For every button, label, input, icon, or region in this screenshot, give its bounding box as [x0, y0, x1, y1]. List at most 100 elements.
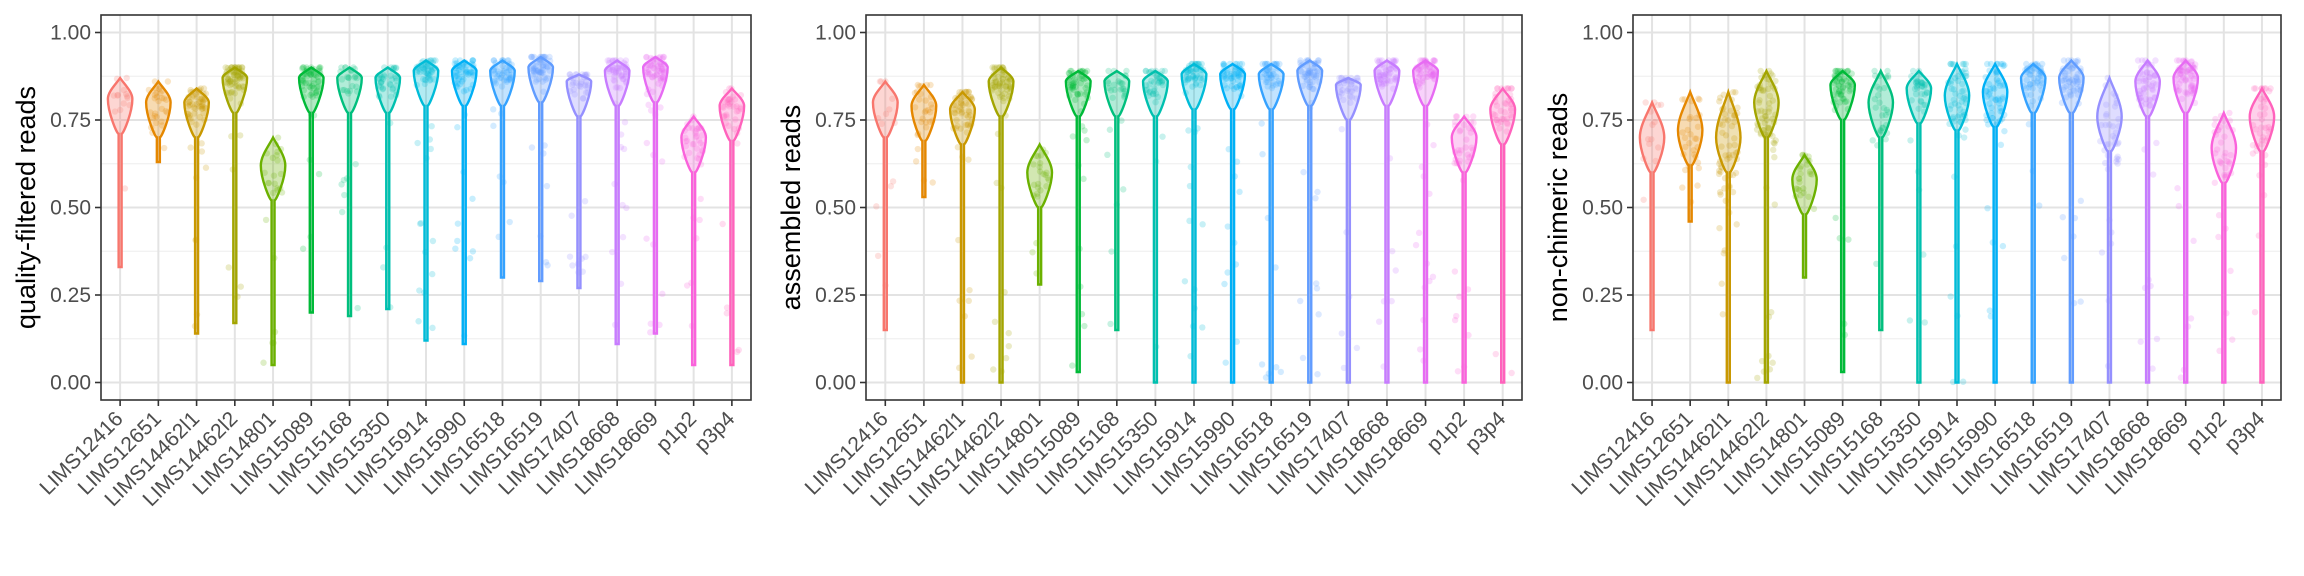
- data-point: [659, 67, 666, 74]
- data-point: [1149, 90, 1157, 98]
- data-point: [188, 94, 196, 101]
- data-point: [622, 69, 630, 76]
- data-point: [316, 78, 323, 85]
- violin-shape: [1219, 62, 1247, 384]
- data-point: [186, 112, 193, 119]
- data-point: [1074, 91, 1082, 98]
- data-point: [1390, 57, 1398, 64]
- data-point: [1067, 67, 1074, 75]
- data-point: [1501, 99, 1509, 107]
- data-point: [1074, 91, 1081, 98]
- y-ticks: 0.00 0.25 0.50 0.75 1.00: [815, 22, 866, 395]
- data-point: [1273, 73, 1280, 80]
- data-point: [377, 83, 385, 91]
- data-point: [349, 82, 356, 90]
- data-point: [532, 71, 539, 78]
- data-point: [1070, 79, 1078, 87]
- data-point: [964, 121, 971, 129]
- data-point: [697, 139, 704, 147]
- violin: [1411, 57, 1440, 384]
- data-point: [201, 104, 209, 111]
- data-point: [1336, 74, 1343, 82]
- data-point: [735, 107, 742, 115]
- data-point: [195, 99, 203, 106]
- data-point: [1729, 89, 1737, 96]
- data-point: [1426, 64, 1433, 71]
- data-point: [147, 109, 154, 116]
- violin: [1257, 60, 1285, 384]
- violin: [1026, 141, 1054, 286]
- data-point: [432, 57, 439, 64]
- data-point: [299, 64, 306, 71]
- data-point: [656, 67, 663, 75]
- data-point: [1380, 77, 1388, 85]
- data-point: [1148, 77, 1155, 85]
- data-point: [534, 67, 542, 74]
- data-point: [120, 100, 127, 107]
- data-point: [458, 63, 465, 71]
- data-point: [502, 74, 510, 81]
- data-point: [992, 79, 999, 86]
- data-point: [1221, 62, 1228, 69]
- data-point: [345, 90, 352, 97]
- data-point: [953, 116, 960, 124]
- data-point: [581, 197, 589, 205]
- data-point: [274, 157, 281, 164]
- data-point: [644, 69, 651, 76]
- data-point: [307, 71, 315, 78]
- data-point: [1000, 81, 1007, 88]
- data-point: [1262, 78, 1270, 86]
- data-point: [1263, 77, 1271, 84]
- data-point: [1264, 78, 1271, 86]
- data-point: [421, 76, 429, 83]
- data-point: [1220, 60, 1227, 68]
- data-point: [314, 78, 322, 85]
- data-point: [582, 78, 590, 86]
- data-point: [1186, 217, 1193, 225]
- data-point: [1189, 73, 1197, 80]
- data-point: [927, 101, 935, 108]
- data-point: [1077, 80, 1084, 87]
- data-point: [1959, 378, 1967, 385]
- data-point: [196, 113, 204, 121]
- data-point: [200, 110, 207, 117]
- data-point: [1036, 168, 1044, 175]
- data-point: [1311, 73, 1318, 80]
- data-point: [1451, 316, 1459, 324]
- data-point: [351, 74, 359, 81]
- data-point: [506, 75, 514, 83]
- data-point: [571, 91, 578, 98]
- data-point: [157, 89, 164, 97]
- violin-shape: [987, 65, 1015, 384]
- data-point: [1306, 83, 1313, 91]
- data-point: [1640, 196, 1647, 203]
- data-point: [1105, 67, 1112, 75]
- data-point: [951, 110, 959, 117]
- data-point: [1378, 81, 1386, 88]
- data-point: [1385, 66, 1392, 74]
- data-point: [568, 212, 575, 219]
- data-point: [965, 156, 972, 163]
- data-point: [224, 80, 231, 87]
- data-point: [420, 75, 427, 83]
- data-point: [1070, 82, 1077, 89]
- data-point: [1265, 71, 1273, 78]
- data-point: [614, 65, 622, 72]
- data-point: [619, 75, 627, 83]
- data-point: [2137, 338, 2144, 345]
- data-point: [310, 76, 318, 83]
- data-point: [153, 113, 160, 121]
- data-point: [198, 105, 206, 112]
- data-point: [730, 103, 737, 110]
- data-point: [1233, 84, 1240, 91]
- data-point: [2077, 298, 2084, 305]
- data-point: [300, 64, 307, 71]
- data-point: [659, 65, 666, 73]
- data-point: [726, 103, 733, 110]
- data-point: [158, 118, 165, 125]
- data-point: [963, 111, 970, 119]
- data-point: [1223, 69, 1231, 77]
- data-point: [966, 286, 973, 294]
- data-point: [1159, 78, 1166, 85]
- violin: [987, 64, 1015, 384]
